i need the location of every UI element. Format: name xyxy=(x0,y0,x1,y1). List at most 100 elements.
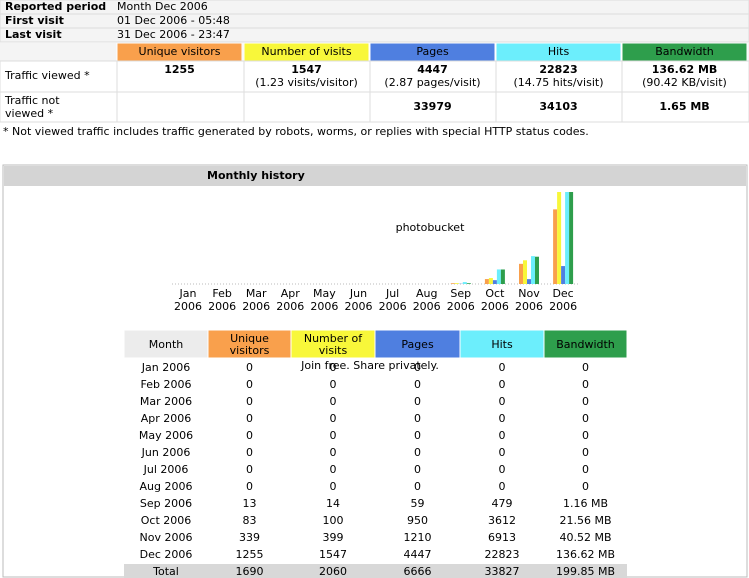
chart-bar xyxy=(454,283,459,284)
row-label: Traffic not xyxy=(4,94,60,107)
chart-bar xyxy=(488,278,493,284)
cell-value: 1255 xyxy=(164,63,195,76)
table-cell: 59 xyxy=(411,497,425,510)
chart-month-label: May xyxy=(313,287,336,300)
table-header-label: Bandwidth xyxy=(556,338,615,351)
chart-bar xyxy=(462,282,467,284)
table-cell: 13 xyxy=(243,497,257,510)
table-cell: 0 xyxy=(330,378,337,391)
table-cell: 4447 xyxy=(404,548,432,561)
table-cell: 0 xyxy=(582,480,589,493)
table-header xyxy=(123,329,209,359)
table-cell: 0 xyxy=(582,361,589,374)
chart-bar xyxy=(569,192,574,284)
table-cell: Mar 2006 xyxy=(140,395,192,408)
chart-month-label: Aug xyxy=(416,287,437,300)
table-cell: 0 xyxy=(330,395,337,408)
table-header-label: Hits xyxy=(491,338,513,351)
total-cell: Total xyxy=(152,565,179,578)
table-cell: 0 xyxy=(499,412,506,425)
cell-value: (90.42 KB/visit) xyxy=(642,76,727,89)
cell-value: (1.23 visits/visitor) xyxy=(255,76,358,89)
table-cell: 0 xyxy=(414,463,421,476)
table-cell: Sep 2006 xyxy=(140,497,192,510)
table-cell: 0 xyxy=(414,412,421,425)
chart-month-label: Sep xyxy=(450,287,471,300)
table-header-label: Month xyxy=(149,338,184,351)
chart-month-label: Jul xyxy=(385,287,399,300)
table-cell: 0 xyxy=(582,463,589,476)
table-cell: 0 xyxy=(246,395,253,408)
table-cell: 0 xyxy=(582,412,589,425)
column-header-label: Bandwidth xyxy=(655,45,714,58)
chart-month-label: 2006 xyxy=(345,300,373,313)
row-label: viewed * xyxy=(5,107,54,120)
info-label: Last visit xyxy=(5,28,62,41)
table-cell: 0 xyxy=(246,361,253,374)
chart-month-label: Jun xyxy=(349,287,367,300)
table-cell: Jan 2006 xyxy=(141,361,190,374)
table-cell: 0 xyxy=(582,429,589,442)
table-cell: 0 xyxy=(414,395,421,408)
table-cell: 0 xyxy=(246,378,253,391)
table-cell: Oct 2006 xyxy=(141,514,192,527)
table-cell: 0 xyxy=(499,395,506,408)
chart-month-label: 2006 xyxy=(379,300,407,313)
table-cell: 399 xyxy=(323,531,344,544)
chart-bar xyxy=(565,192,570,284)
chart-bar xyxy=(484,279,489,284)
table-cell: 0 xyxy=(330,480,337,493)
chart-bar xyxy=(523,260,527,284)
table-cell: 0 xyxy=(582,446,589,459)
table-cell: 0 xyxy=(414,378,421,391)
chart-month-label: 2006 xyxy=(413,300,441,313)
total-cell: 6666 xyxy=(404,565,432,578)
table-header xyxy=(543,329,628,359)
table-cell: 0 xyxy=(330,412,337,425)
table-cell: Feb 2006 xyxy=(141,378,192,391)
chart-bar xyxy=(557,192,562,284)
history-title-bar xyxy=(4,166,746,186)
table-cell: Aug 2006 xyxy=(140,480,193,493)
footnote: * Not viewed traffic includes traffic ge… xyxy=(3,125,589,138)
chart-month-label: Apr xyxy=(281,287,301,300)
table-cell: 0 xyxy=(499,378,506,391)
total-cell: 199.85 MB xyxy=(556,565,615,578)
table-cell: 0 xyxy=(414,361,421,374)
table-cell: 40.52 MB xyxy=(559,531,611,544)
info-label: First visit xyxy=(5,14,64,27)
cell-value: (14.75 hits/visit) xyxy=(513,76,603,89)
chart-bar xyxy=(531,256,535,284)
table-cell: 1210 xyxy=(404,531,432,544)
cell-value: 33979 xyxy=(413,100,451,113)
not-viewed-row xyxy=(0,91,749,123)
cell-value: 34103 xyxy=(539,100,577,113)
table-cell: 0 xyxy=(246,446,253,459)
table-cell: Nov 2006 xyxy=(140,531,193,544)
table-cell: 83 xyxy=(243,514,257,527)
chart-bar xyxy=(500,269,505,284)
table-cell: 0 xyxy=(330,361,337,374)
table-cell: 0 xyxy=(499,480,506,493)
chart-month-label: Mar xyxy=(246,287,267,300)
chart-month-label: Jan xyxy=(179,287,197,300)
table-header xyxy=(459,329,545,359)
chart-month-label: Feb xyxy=(212,287,231,300)
chart-bar xyxy=(466,283,471,284)
info-row xyxy=(0,0,749,15)
table-header-label: Unique xyxy=(230,332,269,345)
chart-bar xyxy=(519,263,523,284)
cell-value: 136.62 MB xyxy=(652,63,718,76)
chart-bar xyxy=(496,269,501,284)
table-header xyxy=(207,329,292,359)
info-label: Reported period xyxy=(5,0,106,13)
table-header-label: Pages xyxy=(401,338,434,351)
table-cell: 479 xyxy=(492,497,513,510)
table-cell: 1547 xyxy=(319,548,347,561)
table-cell: Jun 2006 xyxy=(141,446,191,459)
chart-month-label: 2006 xyxy=(276,300,304,313)
chart-bar xyxy=(535,256,539,284)
info-value: Month Dec 2006 xyxy=(117,0,208,13)
total-cell: 1690 xyxy=(236,565,264,578)
history-title: Monthly history xyxy=(207,169,305,182)
